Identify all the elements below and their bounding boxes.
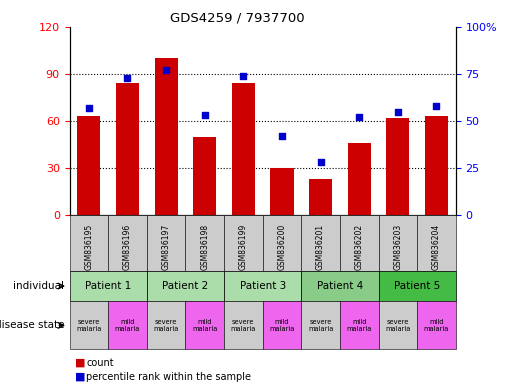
Point bbox=[355, 114, 363, 120]
Bar bbox=[386, 118, 409, 215]
Text: GSM836204: GSM836204 bbox=[432, 224, 441, 270]
Text: Patient 2: Patient 2 bbox=[162, 281, 209, 291]
Text: GSM836202: GSM836202 bbox=[355, 224, 364, 270]
Text: Patient 5: Patient 5 bbox=[394, 281, 440, 291]
Text: mild
malaria: mild malaria bbox=[115, 319, 140, 332]
Text: individual: individual bbox=[13, 281, 64, 291]
Point bbox=[316, 159, 324, 166]
Text: mild
malaria: mild malaria bbox=[347, 319, 372, 332]
Text: percentile rank within the sample: percentile rank within the sample bbox=[86, 372, 251, 382]
Text: Patient 1: Patient 1 bbox=[85, 281, 131, 291]
Text: severe
malaria: severe malaria bbox=[385, 319, 410, 332]
Bar bbox=[309, 179, 332, 215]
Text: mild
malaria: mild malaria bbox=[269, 319, 295, 332]
Bar bbox=[77, 116, 100, 215]
Text: GSM836203: GSM836203 bbox=[393, 224, 402, 270]
Text: Patient 4: Patient 4 bbox=[317, 281, 363, 291]
Text: GSM836197: GSM836197 bbox=[162, 224, 170, 270]
Bar bbox=[193, 137, 216, 215]
Bar bbox=[270, 168, 294, 215]
Text: GSM836201: GSM836201 bbox=[316, 224, 325, 270]
Text: GSM836195: GSM836195 bbox=[84, 224, 93, 270]
Point bbox=[393, 109, 402, 115]
Text: Patient 3: Patient 3 bbox=[239, 281, 286, 291]
Text: GSM836199: GSM836199 bbox=[239, 224, 248, 270]
Bar bbox=[425, 116, 448, 215]
Bar bbox=[154, 58, 178, 215]
Bar bbox=[232, 83, 255, 215]
Text: mild
malaria: mild malaria bbox=[192, 319, 217, 332]
Text: ■: ■ bbox=[75, 358, 85, 368]
Text: GDS4259 / 7937700: GDS4259 / 7937700 bbox=[169, 12, 304, 25]
Bar bbox=[348, 143, 371, 215]
Point bbox=[239, 73, 247, 79]
Text: ■: ■ bbox=[75, 372, 85, 382]
Point bbox=[124, 74, 132, 81]
Point bbox=[201, 112, 209, 118]
Text: GSM836200: GSM836200 bbox=[278, 224, 286, 270]
Point bbox=[84, 105, 93, 111]
Point bbox=[162, 67, 170, 73]
Text: severe
malaria: severe malaria bbox=[308, 319, 333, 332]
Text: severe
malaria: severe malaria bbox=[76, 319, 101, 332]
Point bbox=[432, 103, 440, 109]
Text: GSM836196: GSM836196 bbox=[123, 224, 132, 270]
Text: severe
malaria: severe malaria bbox=[153, 319, 179, 332]
Text: disease state: disease state bbox=[0, 320, 64, 331]
Point bbox=[278, 133, 286, 139]
Text: mild
malaria: mild malaria bbox=[424, 319, 449, 332]
Bar bbox=[116, 83, 139, 215]
Text: GSM836198: GSM836198 bbox=[200, 224, 209, 270]
Text: count: count bbox=[86, 358, 114, 368]
Text: severe
malaria: severe malaria bbox=[231, 319, 256, 332]
